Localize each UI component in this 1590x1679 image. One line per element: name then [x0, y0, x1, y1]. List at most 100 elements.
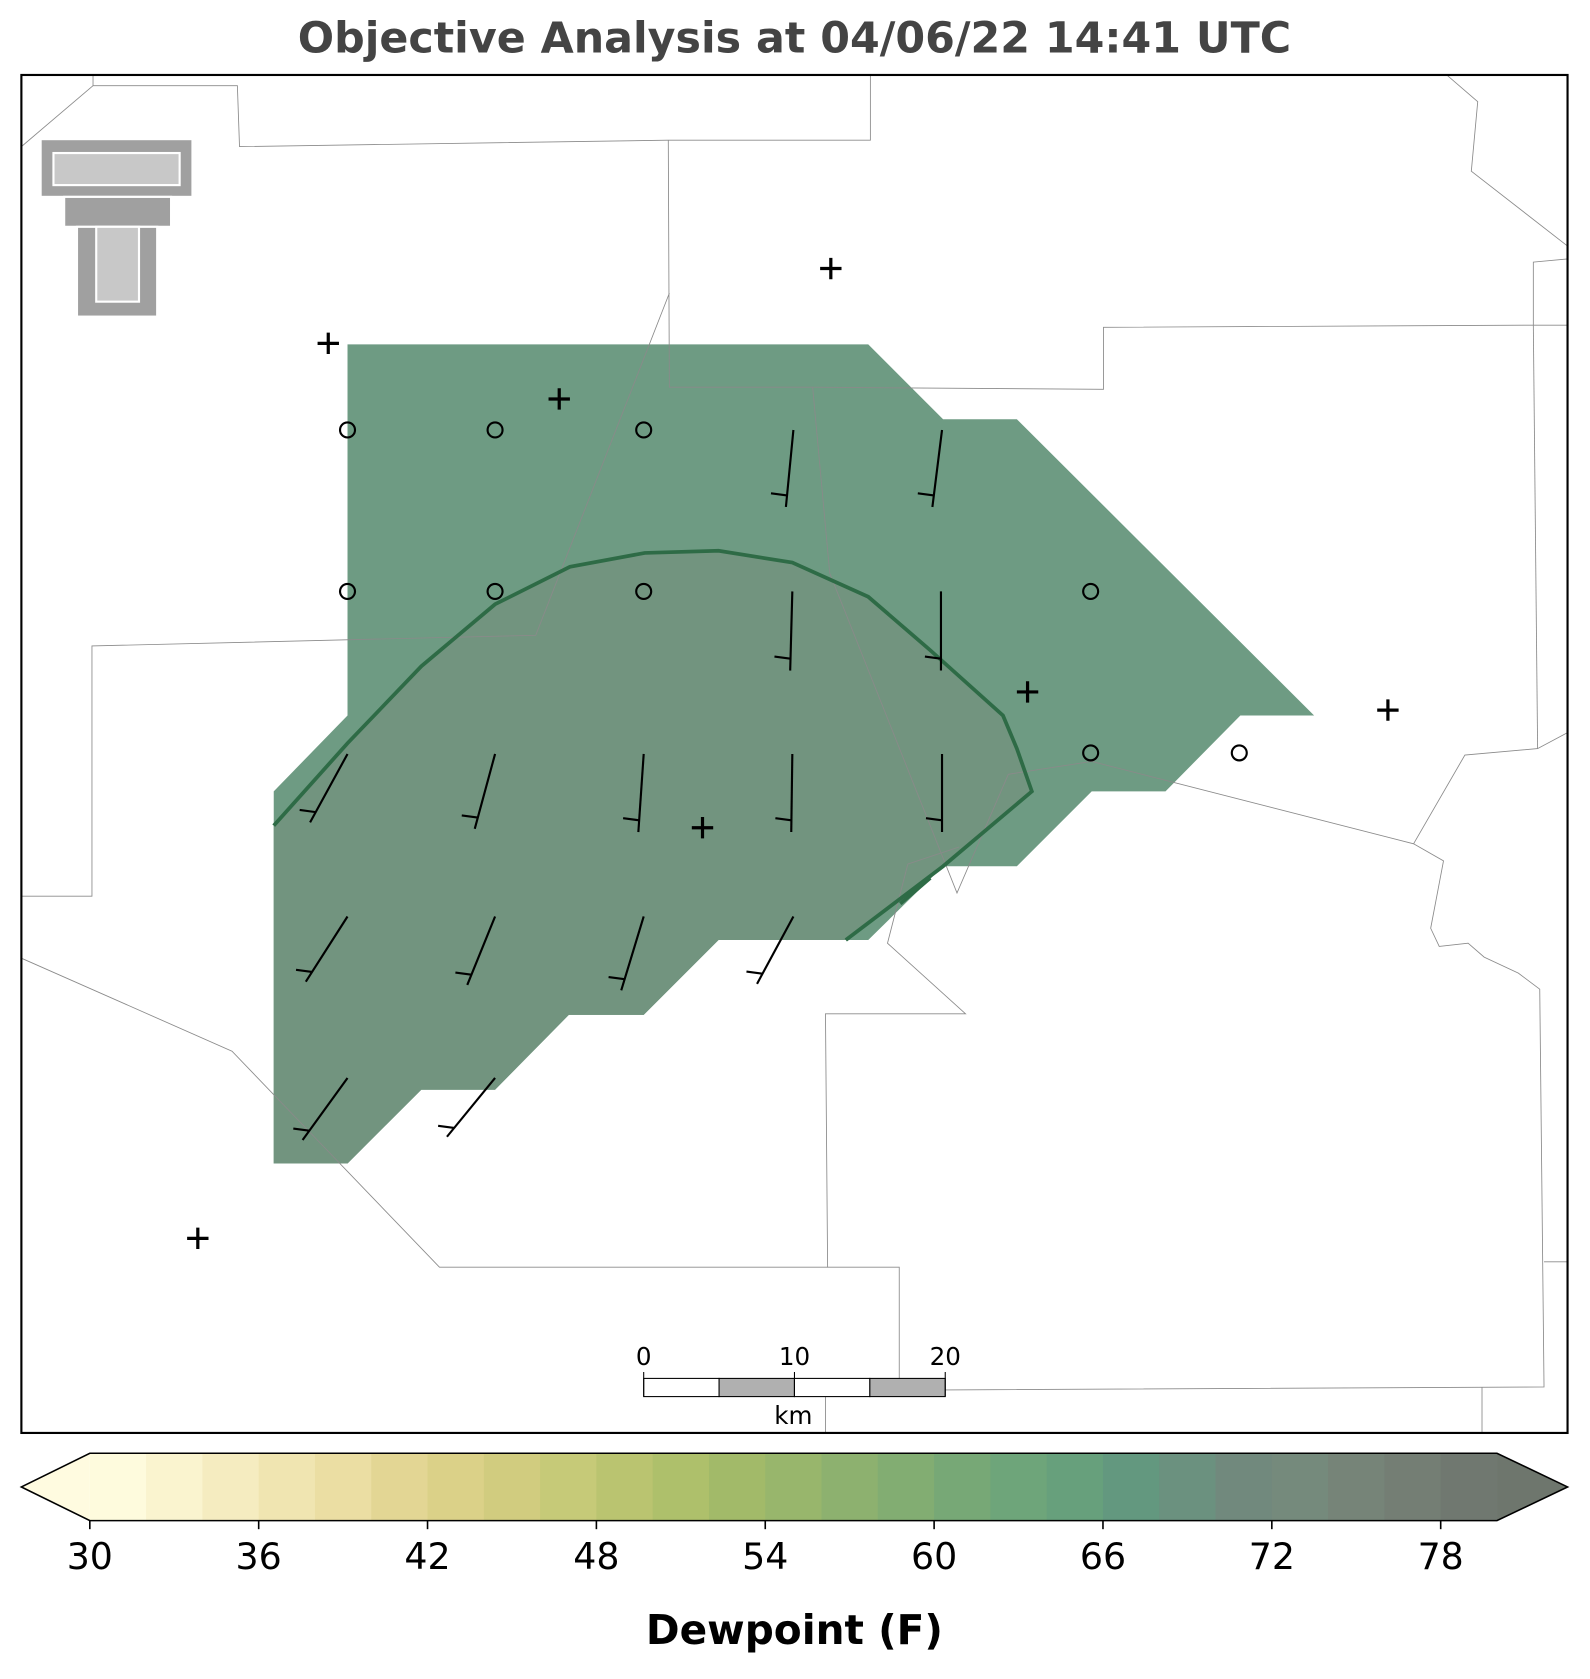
station-marker	[187, 1227, 209, 1250]
wind-barb-tick	[455, 971, 472, 976]
wind-barb-tick	[917, 492, 934, 497]
wind-barb	[473, 753, 497, 830]
colorbar-box	[371, 1453, 429, 1521]
colorbar-tick-label: 54	[742, 1535, 788, 1578]
wind-barb	[446, 1077, 496, 1138]
wind-barb	[637, 753, 645, 833]
colorbar-extend-over	[1496, 1453, 1568, 1521]
colorbar-box	[146, 1453, 203, 1521]
county-line	[1532, 258, 1568, 326]
wind-barb	[789, 591, 794, 671]
station-marker	[317, 332, 339, 355]
scale-label: 20	[930, 1342, 961, 1371]
colorbar-box	[1271, 1453, 1329, 1521]
station-marker	[1016, 681, 1039, 703]
wind-barb-tick	[622, 817, 640, 822]
county-line	[827, 1266, 900, 1391]
colorbar-tick-label: 66	[1080, 1535, 1126, 1578]
wind-barb-tick	[461, 814, 478, 819]
colorbar-box	[1046, 1453, 1104, 1521]
county-line	[21, 863, 967, 1268]
calm-station	[338, 582, 357, 600]
title: Objective Analysis at 04/06/22 14:41 UTC	[298, 13, 1291, 63]
colorbar-box	[1440, 1453, 1498, 1521]
colorbar-box	[1159, 1453, 1217, 1521]
station-marker	[1377, 699, 1399, 721]
calm-station	[338, 421, 357, 439]
wind-barb	[784, 429, 795, 508]
colorbar-box	[877, 1453, 935, 1521]
wind-barb-tick	[293, 1127, 310, 1132]
wind-barb-tick	[608, 976, 625, 981]
wind-barb-tick	[746, 970, 763, 975]
colorbar-box	[1215, 1453, 1273, 1521]
colorbar-box	[652, 1453, 710, 1521]
calm-station	[635, 582, 653, 600]
wind-barb	[466, 916, 497, 986]
county-line	[21, 292, 670, 897]
county-line	[1446, 74, 1568, 247]
station-marker	[691, 817, 714, 839]
station-marker	[820, 257, 842, 280]
county-line	[907, 846, 960, 865]
county-line	[812, 387, 1545, 1391]
colorbar-tick-label: 72	[1249, 1535, 1295, 1578]
scale-segment	[643, 1377, 720, 1398]
calm-station	[1230, 744, 1248, 762]
colorbar-box	[258, 1453, 316, 1521]
colorbar-box	[314, 1453, 372, 1521]
colorbar-box	[1384, 1453, 1442, 1521]
colorbar-box	[483, 1453, 541, 1521]
scale-segment	[718, 1377, 795, 1398]
wind-barb-tick	[924, 655, 942, 660]
colorbar-box	[990, 1453, 1048, 1521]
colorbar-box	[765, 1453, 823, 1521]
logo	[39, 138, 194, 318]
scale-segment	[793, 1377, 871, 1398]
calm-station	[1082, 582, 1100, 600]
county-line	[21, 85, 94, 147]
calm-station	[1082, 744, 1100, 762]
contour-line	[272, 548, 1035, 942]
stations	[187, 257, 1399, 1250]
colorbar-tick-label: 36	[236, 1535, 282, 1578]
colorbar: 30 36 42 48 54 60 66 72 78	[19, 1452, 1570, 1578]
scale-unit: km	[774, 1401, 812, 1430]
county-line	[1532, 325, 1539, 749]
wind-barb	[756, 915, 795, 985]
colorbar-extend-under	[21, 1453, 90, 1521]
wind-barb-tick	[925, 817, 943, 822]
wind-barb	[304, 915, 349, 983]
colorbar-box	[821, 1453, 879, 1521]
dewpoint-fill-inner	[273, 550, 1032, 1164]
county-lines	[21, 74, 1568, 1433]
calm-station	[635, 421, 653, 439]
wind-barb-tick	[775, 817, 792, 822]
colorbar-box	[596, 1453, 654, 1521]
wind-barb	[301, 1077, 349, 1141]
colorbar-box	[202, 1453, 260, 1521]
colorbar-box	[89, 1453, 147, 1521]
wind-barb-tick	[774, 655, 791, 660]
colorbar-tick-label: 42	[404, 1535, 450, 1578]
colorbar-tick-label: 60	[911, 1535, 957, 1578]
wind-barb	[931, 429, 944, 508]
calm-station	[486, 421, 504, 439]
county-line	[92, 74, 871, 148]
wind-barb	[790, 753, 794, 833]
wind-barb-tick	[437, 1124, 455, 1129]
colorbar-label: Dewpoint (F)	[646, 1606, 943, 1654]
county-line	[1413, 732, 1568, 844]
map-frame	[20, 73, 1569, 1435]
wind-barb-tick	[770, 492, 788, 497]
wind-barb-tick	[299, 808, 316, 814]
scale-segment	[869, 1377, 946, 1398]
colorbar-box	[708, 1453, 766, 1521]
colorbar-box	[1328, 1453, 1385, 1521]
colorbar-tick-label: 78	[1418, 1535, 1464, 1578]
station-marker	[548, 388, 570, 410]
wind-barb-tick	[295, 968, 313, 973]
colorbar-box	[427, 1453, 485, 1521]
scale-label: 0	[636, 1342, 652, 1371]
